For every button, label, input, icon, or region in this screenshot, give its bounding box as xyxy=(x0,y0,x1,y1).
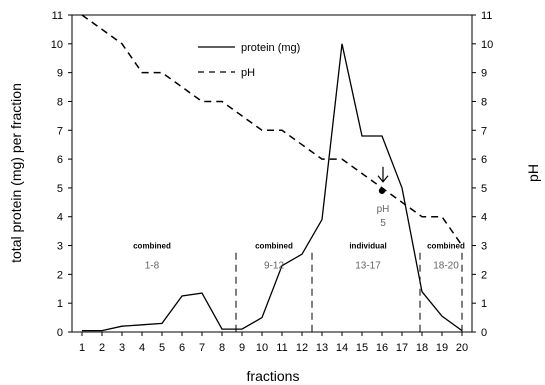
y-right-tick-labels: 0 1 2 3 4 5 6 7 8 9 10 11 xyxy=(481,10,493,339)
y-right-axis-label: pH xyxy=(525,164,541,182)
group-title: combined xyxy=(427,241,465,250)
protein-line xyxy=(82,43,463,332)
x-tick-label: 19 xyxy=(436,342,448,354)
series-lines xyxy=(81,14,463,332)
ph-marker xyxy=(378,187,386,194)
y-left-tick-label: 9 xyxy=(57,68,63,80)
y-right-tick-label: 3 xyxy=(481,241,487,253)
plot-frame xyxy=(71,14,473,333)
fraction-separators xyxy=(235,252,463,332)
x-tick-label: 2 xyxy=(99,342,105,354)
y-left-tick-label: 5 xyxy=(57,183,63,195)
x-tick-label: 11 xyxy=(276,342,287,354)
ph-annotation: pH 5 xyxy=(377,166,390,229)
x-tick-label: 14 xyxy=(336,342,348,354)
fraction-group-labels: combined 1-8 combined 9-12 individual 13-17 co… xyxy=(133,241,465,271)
y-left-tick-label: 4 xyxy=(57,212,63,224)
y-left-tick-label: 8 xyxy=(57,96,63,108)
x-tick-label: 5 xyxy=(159,342,165,354)
y-left-tick-label: 6 xyxy=(57,154,63,166)
x-tick-label: 20 xyxy=(456,342,468,354)
x-tick-labels: 1 2 3 4 5 6 7 8 9 10 11 12 13 14 15 16 17 18 19 20 xyxy=(79,342,468,354)
y-right-tick-label: 7 xyxy=(481,125,487,137)
y-left-tick-label: 0 xyxy=(57,327,63,339)
y-left-tick-label: 3 xyxy=(57,241,63,253)
x-tick-label: 9 xyxy=(239,342,245,354)
y-left-tick-labels: 0 1 2 3 4 5 6 7 8 9 10 11 xyxy=(51,10,63,339)
ph-annotation-line2: 5 xyxy=(380,218,386,229)
x-tick-label: 12 xyxy=(296,342,308,354)
y-left-tick-label: 2 xyxy=(57,269,63,281)
group-range: 9-12 xyxy=(264,261,284,272)
x-tick-label: 8 xyxy=(219,342,225,354)
x-tick-label: 15 xyxy=(356,342,368,354)
y-right-tick-label: 11 xyxy=(481,10,492,22)
x-tick-label: 18 xyxy=(416,342,428,354)
x-tick-label: 6 xyxy=(179,342,185,354)
y-right-tick-label: 10 xyxy=(481,39,493,51)
plot-border xyxy=(71,14,473,333)
x-axis-label: fractions xyxy=(247,368,300,384)
y-left-tick-label: 10 xyxy=(51,39,63,51)
y-left-axis-label: total protein (mg) per fraction xyxy=(8,83,24,263)
y-right-tick-label: 0 xyxy=(481,327,487,339)
legend: protein (mg) pH xyxy=(198,42,300,79)
x-tick-label: 10 xyxy=(256,342,268,354)
ph-line xyxy=(81,14,463,246)
group-title: individual xyxy=(349,241,386,250)
x-tick-label: 1 xyxy=(79,342,85,354)
x-tick-label: 16 xyxy=(376,342,388,354)
y-left-tick-label: 11 xyxy=(52,10,63,22)
y-right-tick-label: 5 xyxy=(481,183,487,195)
y-right-tick-label: 1 xyxy=(481,298,487,310)
ph-arrow-head xyxy=(377,175,389,183)
x-tick-label: 13 xyxy=(316,342,328,354)
tick-marks xyxy=(68,14,476,336)
group-range: 18-20 xyxy=(433,261,459,272)
x-tick-label: 7 xyxy=(199,342,205,354)
legend-label: pH xyxy=(241,67,255,79)
group-range: 13-17 xyxy=(355,261,381,272)
y-right-tick-label: 6 xyxy=(481,154,487,166)
y-right-tick-label: 9 xyxy=(481,68,487,80)
group-title: combined xyxy=(133,241,171,250)
y-right-tick-label: 2 xyxy=(481,269,487,281)
y-right-tick-label: 4 xyxy=(481,212,487,224)
x-tick-label: 3 xyxy=(119,342,125,354)
ph-annotation-line1: pH xyxy=(377,204,390,215)
group-title: combined xyxy=(255,241,293,250)
y-left-tick-label: 1 xyxy=(57,298,63,310)
x-tick-label: 17 xyxy=(396,342,408,354)
x-tick-label: 4 xyxy=(139,342,145,354)
legend-label: protein (mg) xyxy=(241,42,300,54)
group-range: 1-8 xyxy=(145,261,160,272)
y-right-tick-label: 8 xyxy=(481,96,487,108)
y-left-tick-label: 7 xyxy=(57,125,63,137)
